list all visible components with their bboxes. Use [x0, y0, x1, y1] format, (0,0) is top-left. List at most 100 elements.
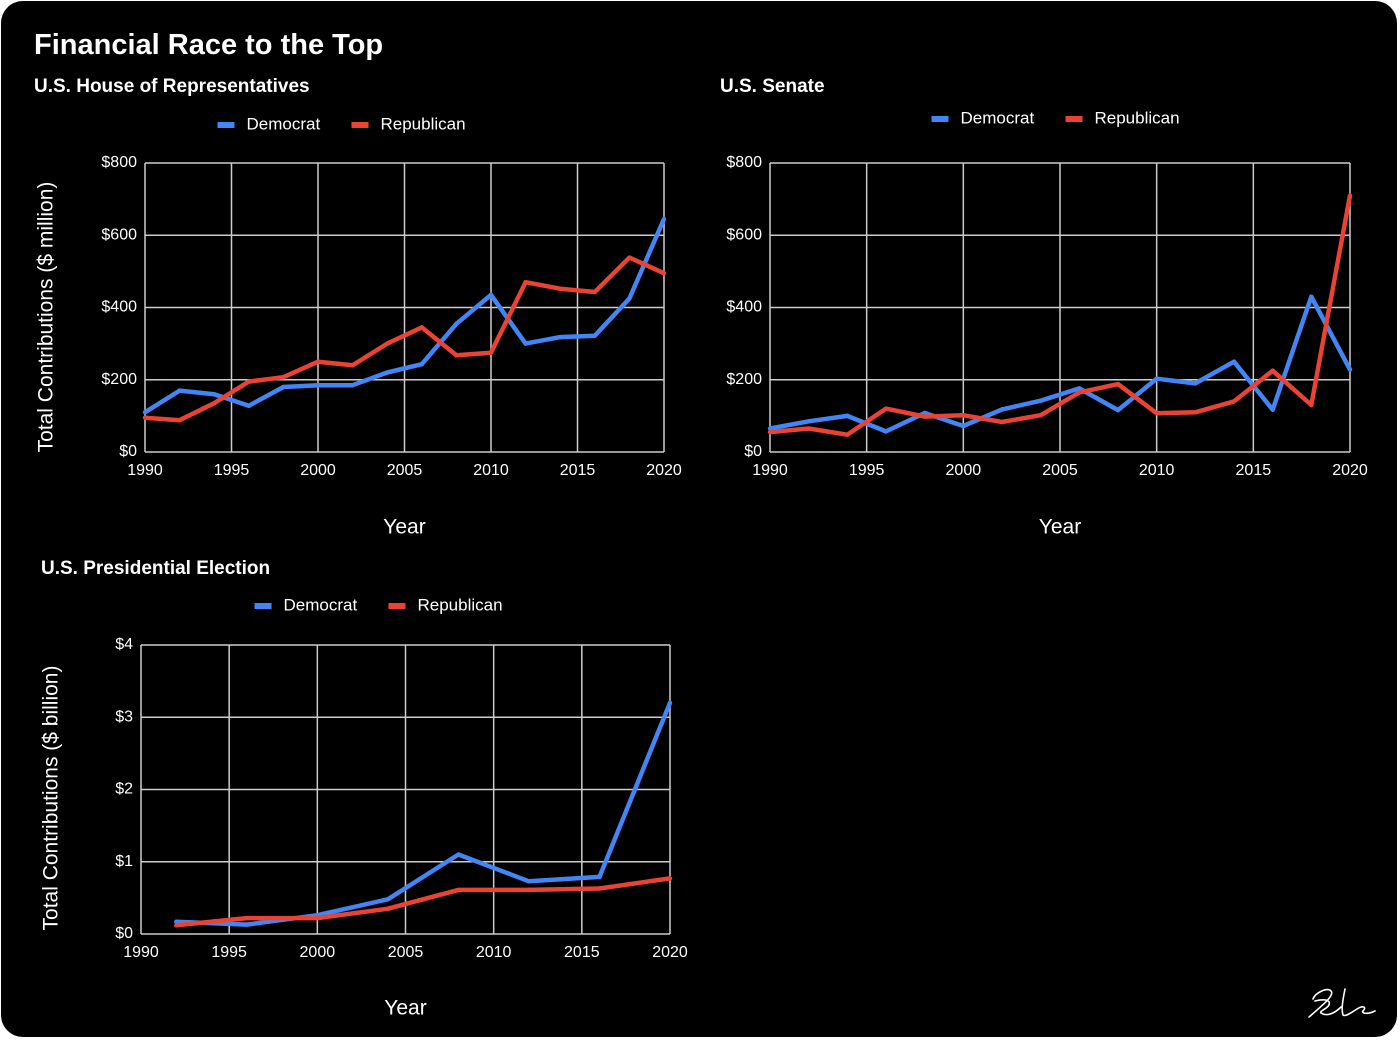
data-point — [244, 915, 249, 921]
data-point — [281, 375, 286, 380]
house-x-axis-label: Year — [383, 516, 425, 539]
data-point — [1347, 193, 1353, 198]
data-point — [592, 289, 597, 295]
data-point — [558, 334, 563, 340]
data-point — [315, 359, 321, 364]
data-point — [212, 392, 217, 397]
presidential-x-axis-label: Year — [384, 997, 426, 1020]
data-point — [526, 887, 532, 893]
series-line-democrat — [176, 701, 673, 927]
data-point — [177, 388, 182, 393]
legend-item: Democrat — [254, 595, 358, 614]
data-point — [281, 384, 286, 390]
series-democrat — [142, 216, 667, 415]
x-tick-label: 1990 — [752, 462, 788, 479]
data-point — [1270, 368, 1275, 373]
legend-label: Republican — [1095, 108, 1180, 127]
data-point — [592, 333, 597, 338]
data-point — [523, 280, 528, 285]
data-point — [526, 879, 532, 884]
data-point — [883, 406, 889, 411]
data-point — [667, 876, 673, 881]
data-point — [174, 923, 179, 928]
x-tick-label: 1995 — [214, 462, 250, 479]
legend-item: Democrat — [931, 108, 1035, 127]
series-line-republican — [176, 876, 671, 928]
data-point — [1193, 381, 1198, 386]
y-tick-label: $800 — [726, 154, 762, 171]
data-point — [523, 341, 528, 346]
data-point — [1231, 359, 1237, 364]
data-point — [174, 919, 179, 924]
x-tick-label: 2000 — [946, 462, 982, 479]
data-point — [385, 897, 391, 902]
series-line-democrat — [143, 218, 667, 415]
data-point — [488, 292, 494, 298]
data-point — [999, 407, 1005, 412]
y-tick-label: $4 — [115, 636, 133, 653]
data-point — [1038, 412, 1043, 418]
data-point — [456, 887, 461, 893]
data-point — [558, 286, 563, 291]
data-point — [1270, 407, 1275, 412]
senate-chart-title: U.S. Senate — [720, 76, 825, 97]
legend-swatch — [388, 603, 406, 609]
y-tick-label: $2 — [115, 781, 133, 798]
data-point — [488, 350, 494, 355]
data-point — [1077, 390, 1082, 395]
signature-logo — [1308, 988, 1376, 1018]
series-republican — [767, 193, 1353, 437]
y-tick-label: $1 — [115, 853, 133, 870]
legend-swatch — [351, 122, 369, 128]
x-tick-label: 2020 — [1332, 462, 1368, 479]
data-point — [454, 352, 459, 358]
x-tick-label: 2005 — [1042, 462, 1078, 479]
x-tick-label: 2000 — [300, 944, 336, 961]
data-point — [142, 410, 148, 415]
x-tick-label: 2010 — [1139, 462, 1175, 479]
legend-item: Democrat — [217, 114, 320, 133]
legend-label: Democrat — [284, 595, 358, 614]
x-tick-label: 2015 — [564, 944, 600, 961]
data-point — [999, 419, 1005, 425]
legend-swatch — [217, 122, 235, 128]
data-point — [1038, 398, 1043, 403]
data-point — [1231, 399, 1237, 404]
data-point — [177, 418, 182, 423]
x-tick-label: 1990 — [127, 462, 163, 479]
data-point — [922, 414, 927, 419]
x-tick-label: 2020 — [646, 462, 682, 479]
data-point — [246, 379, 251, 384]
senate-grid — [769, 162, 1351, 453]
data-point — [315, 915, 320, 921]
data-point — [845, 432, 850, 437]
legend-label: Democrat — [961, 108, 1035, 127]
data-point — [419, 325, 424, 330]
data-point — [767, 426, 773, 431]
series-republican — [142, 255, 667, 423]
house-legend: Democrat Republican — [217, 114, 466, 133]
x-tick-label: 2015 — [560, 462, 596, 479]
data-point — [1309, 402, 1314, 408]
senate-x-axis-label: Year — [1039, 516, 1081, 539]
data-point — [142, 415, 148, 420]
x-tick-label: 2010 — [476, 944, 512, 961]
presidential-legend: Democrat Republican — [254, 595, 503, 614]
presidential-chart-title: U.S. Presidential Election — [41, 558, 270, 579]
data-point — [1154, 411, 1159, 416]
legend-item: Republican — [351, 114, 466, 133]
data-point — [212, 401, 217, 406]
data-point — [961, 412, 966, 418]
data-point — [1154, 376, 1159, 381]
legend-swatch — [931, 116, 949, 122]
presidential-chart: U.S. Presidential Election Democrat Republ… — [40, 558, 688, 1020]
presidential-grid — [140, 644, 671, 935]
data-point — [1077, 386, 1082, 391]
senate-legend: Democrat Republican — [931, 108, 1180, 127]
y-tick-label: $0 — [119, 443, 137, 460]
x-tick-label: 2005 — [387, 462, 423, 479]
data-point — [419, 362, 424, 367]
data-point — [845, 413, 850, 419]
